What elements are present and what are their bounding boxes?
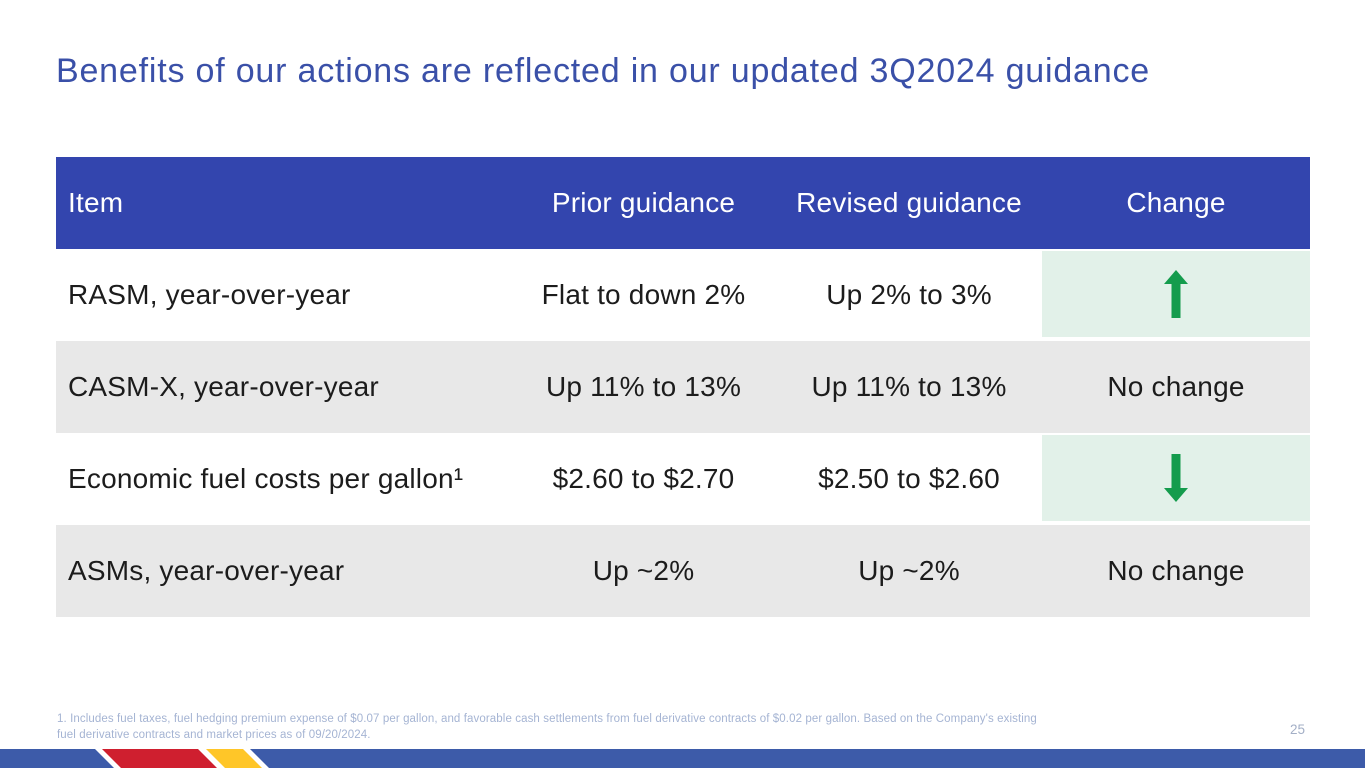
table-row: CASM-X, year-over-year Up 11% to 13% Up … bbox=[56, 341, 1310, 433]
row-revised-value: Up 2% to 3% bbox=[826, 279, 992, 310]
row-change-cell bbox=[1042, 433, 1310, 525]
row-change-cell bbox=[1042, 249, 1310, 341]
table-header-row: Item Prior guidance Revised guidance Cha… bbox=[56, 157, 1310, 249]
row-prior-value: $2.60 to $2.70 bbox=[552, 463, 735, 494]
row-item-label: RASM, year-over-year bbox=[68, 279, 351, 310]
down-arrow-icon bbox=[1160, 453, 1192, 503]
footer-bar-red-stripe bbox=[102, 749, 217, 768]
table-row: ASMs, year-over-year Up ~2% Up ~2% No ch… bbox=[56, 525, 1310, 617]
page-title: Benefits of our actions are reflected in… bbox=[56, 52, 1150, 90]
row-change-value: No change bbox=[1107, 555, 1245, 586]
footer-brand-bar bbox=[0, 749, 1365, 768]
row-revised-value: Up ~2% bbox=[858, 555, 960, 586]
page-number: 25 bbox=[1290, 722, 1306, 737]
row-item-label: Economic fuel costs per gallon¹ bbox=[68, 463, 464, 494]
row-prior-value: Up 11% to 13% bbox=[545, 371, 742, 402]
footer-bar-blue bbox=[0, 749, 1365, 768]
row-item-label: CASM-X, year-over-year bbox=[68, 371, 379, 402]
row-revised-value: Up 11% to 13% bbox=[811, 371, 1007, 402]
row-change-value: No change bbox=[1107, 371, 1245, 402]
column-header-item: Item bbox=[68, 187, 124, 218]
change-highlight-cell bbox=[1042, 435, 1310, 521]
change-highlight-cell bbox=[1042, 251, 1310, 337]
column-header-prior: Prior guidance bbox=[551, 187, 736, 218]
column-header-change: Change bbox=[1126, 187, 1226, 218]
footnote-line: 1. Includes fuel taxes, fuel hedging pre… bbox=[57, 713, 1037, 725]
table-row: Economic fuel costs per gallon¹ $2.60 to… bbox=[56, 433, 1310, 525]
footer-bar-yellow-stripe bbox=[206, 749, 262, 768]
column-header-revised: Revised guidance bbox=[796, 187, 1022, 218]
footnote: 1. Includes fuel taxes, fuel hedging pre… bbox=[57, 711, 1187, 743]
guidance-table: Item Prior guidance Revised guidance Cha… bbox=[56, 157, 1310, 617]
row-revised-value: $2.50 to $2.60 bbox=[818, 463, 1000, 494]
row-item-label: ASMs, year-over-year bbox=[68, 555, 345, 586]
footnote-line: fuel derivative contracts and market pri… bbox=[57, 729, 371, 741]
row-prior-value: Up ~2% bbox=[592, 555, 695, 586]
row-prior-value: Flat to down 2% bbox=[541, 279, 746, 310]
up-arrow-icon bbox=[1160, 269, 1192, 319]
table-row: RASM, year-over-year Flat to down 2% Up … bbox=[56, 249, 1310, 341]
